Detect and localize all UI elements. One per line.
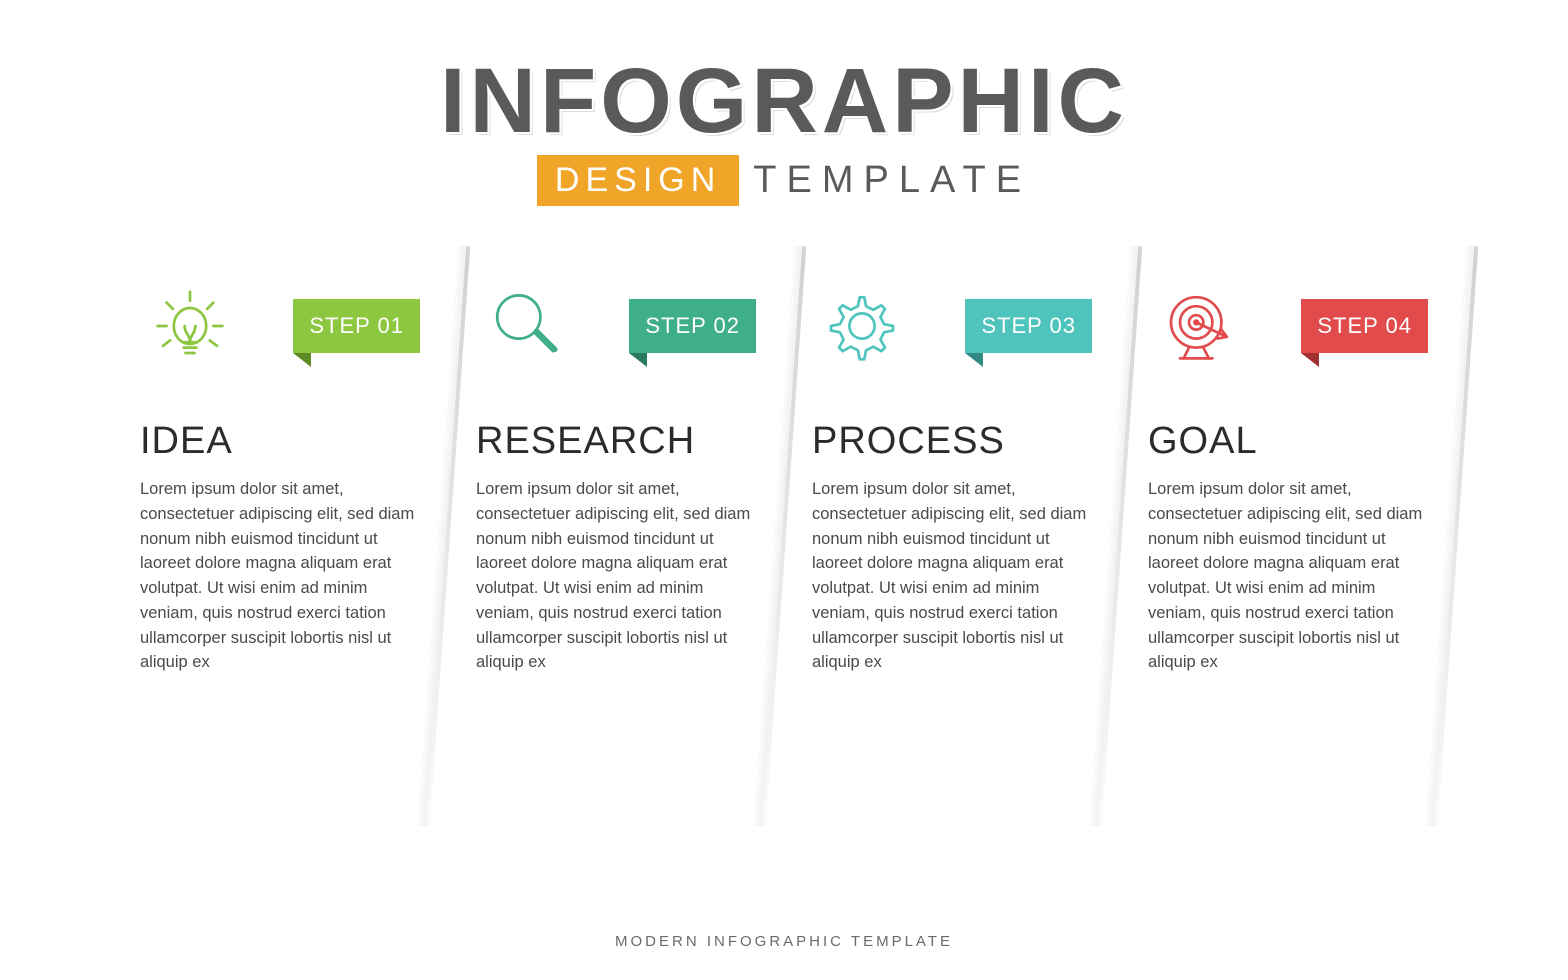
step-body-3: Lorem ipsum dolor sit amet, consectetuer… xyxy=(812,477,1092,675)
target-icon xyxy=(1148,276,1248,376)
step-heading-1: IDEA xyxy=(140,420,420,463)
ribbon-fold-3 xyxy=(965,353,983,367)
main-title: INFOGRAPHIC xyxy=(0,55,1568,147)
design-badge: DESIGN xyxy=(537,155,739,206)
step-heading-4: GOAL xyxy=(1148,420,1428,463)
step-card-4: STEP 04 GOAL Lorem ipsum dolor sit amet,… xyxy=(1120,266,1456,675)
step-body-4: Lorem ipsum dolor sit amet, consectetuer… xyxy=(1148,477,1428,675)
ribbon-fold-1 xyxy=(293,353,311,367)
lightbulb-icon xyxy=(140,276,240,376)
footer-text: MODERN INFOGRAPHIC TEMPLATE xyxy=(0,933,1568,950)
steps-container: STEP 01 IDEA Lorem ipsum dolor sit amet,… xyxy=(0,266,1568,675)
step-body-2: Lorem ipsum dolor sit amet, consectetuer… xyxy=(476,477,756,675)
step-ribbon-2: STEP 02 xyxy=(629,299,756,353)
step-ribbon-4: STEP 04 xyxy=(1301,299,1428,353)
magnifier-icon xyxy=(476,276,576,376)
step-heading-3: PROCESS xyxy=(812,420,1092,463)
step-card-2: STEP 02 RESEARCH Lorem ipsum dolor sit a… xyxy=(448,266,784,675)
step-ribbon-3: STEP 03 xyxy=(965,299,1092,353)
header: INFOGRAPHIC DESIGN TEMPLATE xyxy=(0,0,1568,206)
ribbon-fold-4 xyxy=(1301,353,1319,367)
step-ribbon-1: STEP 01 xyxy=(293,299,420,353)
step-card-1: STEP 01 IDEA Lorem ipsum dolor sit amet,… xyxy=(112,266,448,675)
ribbon-fold-2 xyxy=(629,353,647,367)
step-card-3: STEP 03 PROCESS Lorem ipsum dolor sit am… xyxy=(784,266,1120,675)
step-heading-2: RESEARCH xyxy=(476,420,756,463)
card-divider xyxy=(1434,246,1479,826)
template-label: TEMPLATE xyxy=(753,159,1031,202)
subtitle-row: DESIGN TEMPLATE xyxy=(0,155,1568,206)
step-body-1: Lorem ipsum dolor sit amet, consectetuer… xyxy=(140,477,420,675)
gear-icon xyxy=(812,276,912,376)
